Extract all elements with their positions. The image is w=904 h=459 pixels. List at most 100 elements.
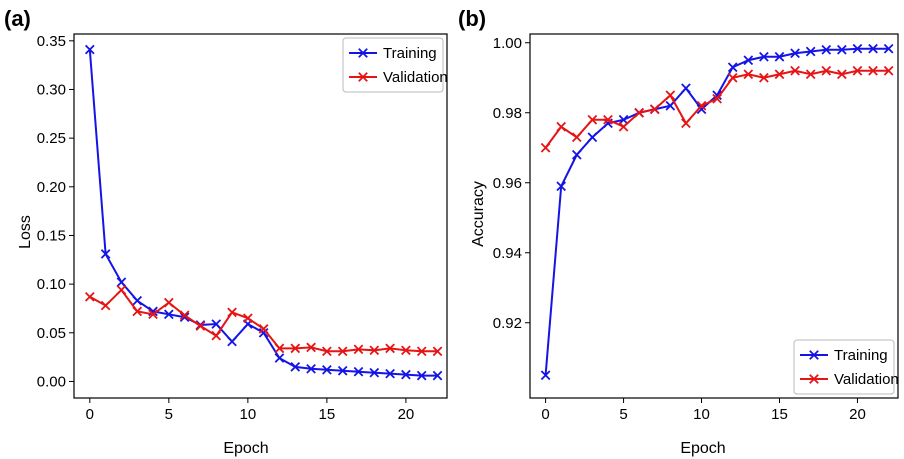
x-marker-stroke — [821, 44, 832, 55]
x-marker-stroke — [712, 93, 722, 104]
loss-x-tick-label: 20 — [398, 406, 415, 423]
loss-validation-point — [195, 321, 206, 331]
loss-x-tick-label: 0 — [86, 406, 94, 423]
x-marker-stroke — [556, 181, 567, 192]
panel-label-a: (a) — [4, 6, 31, 31]
loss-validation-point — [369, 345, 380, 356]
loss-x-tick-label: 5 — [165, 406, 173, 423]
loss-training-point — [84, 44, 95, 55]
x-marker-stroke — [868, 43, 878, 54]
x-marker-stroke — [243, 313, 253, 324]
accuracy-chart: (b) 0 5 10 15 20 0.92 0.94 0.96 0.98 1.00 Epoch A… — [458, 6, 899, 457]
x-marker-stroke — [727, 62, 738, 73]
x-marker-stroke — [712, 90, 722, 101]
x-marker-stroke — [665, 90, 676, 101]
loss-training-point — [116, 277, 127, 288]
x-marker-stroke — [84, 291, 95, 302]
loss-validation-point — [243, 313, 253, 324]
panel-label-b: (b) — [458, 6, 486, 31]
x-marker-stroke — [618, 121, 629, 132]
x-marker-stroke — [132, 306, 143, 317]
loss-y-tick-label: 0.20 — [37, 179, 66, 196]
x-marker-stroke — [432, 346, 443, 357]
accuracy-training-point — [852, 43, 863, 54]
loss-training-point — [432, 370, 443, 381]
x-marker-stroke — [100, 300, 111, 311]
accuracy-validation-point — [790, 65, 800, 76]
loss-training-point — [132, 295, 143, 306]
x-marker-stroke — [774, 69, 785, 80]
accuracy-y-tick-label: 0.96 — [493, 175, 522, 192]
x-marker-stroke — [665, 100, 676, 111]
loss-y-axis-title: Loss — [17, 215, 34, 249]
loss-x-tick-label: 10 — [240, 406, 257, 423]
x-marker-stroke — [743, 55, 754, 66]
accuracy-validation-point — [712, 93, 722, 104]
x-marker-stroke — [821, 65, 832, 76]
x-marker-stroke — [571, 149, 582, 160]
accuracy-x-tick-label: 20 — [849, 406, 866, 423]
loss-training-line — [88, 49, 438, 377]
x-marker-stroke — [369, 345, 380, 356]
loss-validation-point — [290, 343, 301, 354]
accuracy-axes-frame — [529, 33, 899, 399]
x-marker-stroke — [868, 65, 878, 76]
x-marker-stroke — [179, 310, 190, 321]
loss-validation-point — [227, 307, 237, 318]
loss-y-tick-label: 0.15 — [37, 227, 66, 244]
loss-training-point — [258, 327, 269, 338]
x-marker-stroke — [681, 118, 691, 129]
loss-validation-point — [274, 343, 285, 354]
loss-y-tick-label: 0.25 — [37, 130, 66, 147]
loss-legend-item-validation: Validation — [349, 69, 448, 86]
accuracy-x-axis-title: Epoch — [680, 440, 725, 457]
accuracy-validation-point — [649, 104, 660, 115]
loss-x-axis-title: Epoch — [223, 440, 268, 457]
x-marker-stroke — [837, 69, 847, 80]
accuracy-training-point — [821, 44, 832, 55]
accuracy-validation-point — [587, 114, 598, 125]
x-marker-stroke — [337, 346, 348, 357]
loss-validation-point — [84, 291, 95, 302]
x-marker-stroke — [369, 367, 380, 378]
x-marker-stroke — [258, 327, 269, 338]
x-marker-stroke — [306, 363, 316, 374]
accuracy-legend-box — [793, 339, 895, 395]
legend-x-marker-stroke — [358, 48, 368, 58]
x-marker-stroke — [100, 249, 111, 259]
loss-training-point — [163, 309, 174, 320]
x-marker-stroke — [587, 114, 598, 125]
loss-y-tick-label: 0.00 — [37, 373, 66, 390]
accuracy-y-tick-label: 0.98 — [493, 105, 522, 122]
accuracy-training-point — [712, 90, 722, 101]
x-marker-stroke — [227, 307, 237, 318]
accuracy-y-tick-label: 0.94 — [493, 245, 522, 262]
accuracy-validation-point — [837, 69, 847, 80]
loss-y-tick-label: 0.35 — [37, 33, 66, 50]
loss-validation-point — [353, 344, 364, 355]
accuracy-legend-label-training: Training — [834, 347, 888, 364]
x-marker-stroke — [696, 100, 707, 111]
loss-training-point — [416, 370, 427, 381]
loss-chart: (a) 0 5 10 15 20 0.00 0.05 0.10 0.15 0.20 0.25 0.30… — [4, 6, 448, 457]
accuracy-validation-point — [540, 142, 551, 153]
accuracy-legend-item-validation: Validation — [800, 371, 899, 388]
x-marker-stroke — [416, 370, 427, 381]
x-marker-stroke — [883, 65, 894, 76]
loss-validation-point — [322, 346, 332, 357]
x-marker-stroke — [603, 114, 613, 125]
accuracy-validation-line — [544, 69, 889, 149]
x-marker-stroke — [571, 132, 582, 143]
loss-training-point — [100, 249, 111, 259]
accuracy-validation-point — [665, 90, 676, 101]
x-marker-stroke — [540, 142, 551, 153]
x-marker-stroke — [837, 44, 847, 55]
x-marker-stroke — [353, 366, 364, 377]
accuracy-validation-point — [805, 69, 816, 80]
x-marker-stroke — [290, 343, 301, 354]
x-marker-stroke — [116, 277, 127, 288]
x-marker-stroke — [211, 319, 222, 329]
x-marker-stroke — [163, 309, 174, 320]
accuracy-validation-point — [681, 118, 691, 129]
